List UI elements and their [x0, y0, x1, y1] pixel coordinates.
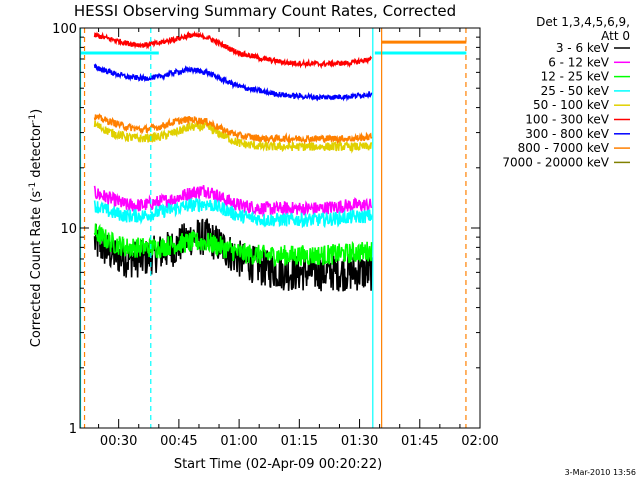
series-line-5: [93, 30, 373, 70]
y-axis-label-mid: detector: [29, 122, 44, 182]
legend-label-2: 12 - 25 keV: [541, 70, 610, 84]
series-line-6: [93, 63, 373, 102]
x-tick-label-0: 00:30: [100, 434, 137, 449]
y-tick-label-1: 10: [60, 222, 77, 237]
x-tick-label-2: 01:00: [220, 434, 257, 449]
plot-frame: [79, 27, 481, 429]
y-axis-label-end: ): [29, 109, 44, 114]
chart-title: HESSI Observing Summary Count Rates, Cor…: [74, 2, 456, 20]
legend-header-line-0: Det 1,3,4,5,6,9,: [536, 15, 630, 29]
x-tick-label-6: 02:00: [461, 434, 498, 449]
legend-label-0: 3 - 6 keV: [556, 41, 610, 55]
series-line-3: [93, 197, 373, 229]
y-axis-label: Corrected Count Rate (s-1 detector-1): [28, 109, 44, 347]
footer-date: 3-Mar-2010 13:56: [565, 468, 636, 477]
series-line-4: [93, 120, 373, 154]
legend-label-7: 800 - 7000 keV: [518, 141, 610, 155]
y-axis-label-sup1: -1: [28, 182, 38, 191]
series-line-7: [93, 113, 373, 145]
legend-header-line-1: Att 0: [601, 29, 630, 43]
x-tick-label-4: 01:30: [341, 434, 378, 449]
y-axis-label-main: Corrected Count Rate (s: [29, 191, 44, 348]
series-line-2: [93, 223, 373, 268]
x-tick-label-1: 00:45: [160, 434, 197, 449]
y-tick-label-2: 100: [52, 22, 77, 37]
x-axis-label: Start Time (02-Apr-09 00:20:22): [174, 457, 382, 472]
x-tick-label-3: 01:15: [281, 434, 318, 449]
axes: 1 10 100 00:30 00:45 01:00 01:15 01:30 01:45 02:0…: [52, 22, 499, 449]
legend-label-5: 100 - 300 keV: [525, 113, 609, 127]
y-tick-label-0: 1: [69, 422, 77, 437]
legend-label-4: 50 - 100 keV: [533, 98, 610, 112]
legend-label-3: 25 - 50 keV: [541, 84, 610, 98]
series-line-1: [93, 185, 373, 218]
legend-label-8: 7000 - 20000 keV: [502, 155, 609, 169]
y-axis-label-sup2: -1: [28, 114, 38, 123]
legend-label-6: 300 - 800 keV: [525, 127, 609, 141]
plot-area: [79, 28, 467, 428]
x-tick-label-5: 01:45: [401, 434, 438, 449]
legend-label-1: 6 - 12 keV: [548, 55, 610, 69]
